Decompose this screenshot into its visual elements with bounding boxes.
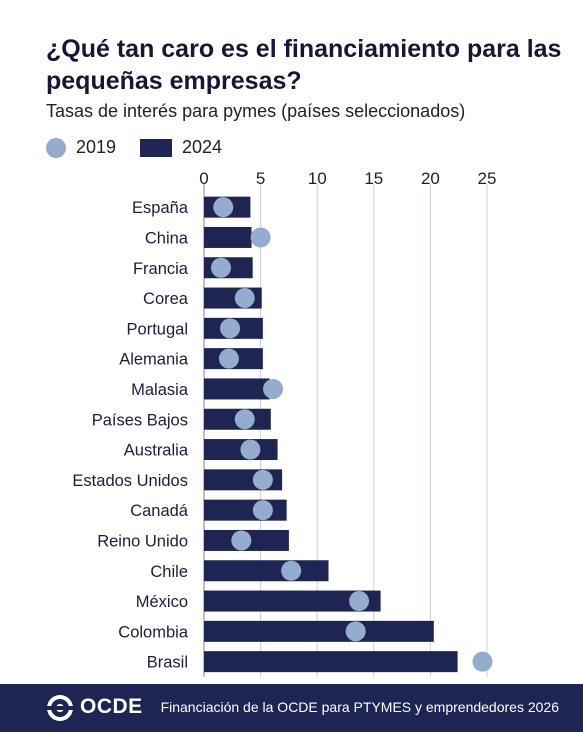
category-label: China bbox=[145, 229, 189, 247]
dot-2019 bbox=[234, 409, 255, 430]
category-label: Países Bajos bbox=[92, 411, 188, 429]
category-label: Alemania bbox=[119, 351, 189, 369]
dot-2019 bbox=[349, 591, 370, 612]
legend-item-2019: 2019 bbox=[46, 137, 116, 158]
dot-2019 bbox=[281, 560, 302, 581]
category-label: España bbox=[132, 199, 189, 217]
category-label: Corea bbox=[143, 290, 189, 308]
x-tick-label: 5 bbox=[256, 169, 265, 188]
x-tick-label: 25 bbox=[478, 169, 497, 188]
bar-chart: 0 5 10 15 20 25 España China Francia Corea Portuga… bbox=[72, 169, 497, 677]
category-label: Francia bbox=[133, 260, 189, 278]
x-tick-label: 20 bbox=[421, 169, 440, 188]
dot-2019 bbox=[210, 257, 231, 278]
x-tick-label: 15 bbox=[364, 169, 383, 188]
legend-dot-2019-icon bbox=[46, 137, 66, 158]
category-label: Portugal bbox=[127, 320, 188, 338]
legend-label-2024: 2024 bbox=[182, 137, 223, 157]
category-label: Chile bbox=[150, 563, 188, 581]
dot-2019 bbox=[472, 651, 493, 672]
category-label: Canadá bbox=[130, 502, 189, 520]
bar-2024 bbox=[204, 378, 270, 400]
category-label: Brasil bbox=[147, 654, 188, 672]
dot-2019 bbox=[231, 530, 252, 551]
dot-2019 bbox=[218, 348, 239, 369]
dot-2019 bbox=[263, 378, 284, 399]
dot-2019 bbox=[252, 500, 273, 521]
bar-2024 bbox=[204, 226, 252, 248]
bar-2024 bbox=[204, 560, 329, 582]
legend-label-2019: 2019 bbox=[76, 137, 117, 157]
chart-subtitle: Tasas de interés para pymes (países sele… bbox=[46, 101, 466, 121]
bar-2024 bbox=[204, 590, 381, 612]
dot-2019 bbox=[252, 469, 273, 490]
x-tick-label: 10 bbox=[308, 169, 327, 188]
category-label: Reino Unido bbox=[97, 532, 188, 550]
dot-2019 bbox=[250, 227, 271, 248]
bar-2024 bbox=[204, 651, 458, 673]
dot-2019 bbox=[213, 197, 234, 218]
chart-title: ¿Qué tan caro es el financiamiento para … bbox=[46, 35, 562, 95]
legend-bar-2024-icon bbox=[140, 138, 172, 157]
oecd-logo-text: OCDE bbox=[80, 695, 143, 718]
footer-credit: Financiación de la OCDE para PTYMES y em… bbox=[160, 699, 559, 715]
legend-item-2024: 2024 bbox=[140, 137, 222, 158]
x-tick-label: 0 bbox=[199, 169, 208, 188]
bar-2024 bbox=[204, 620, 434, 642]
category-label: México bbox=[136, 593, 188, 611]
dot-2019 bbox=[345, 621, 366, 642]
dot-2019 bbox=[234, 288, 255, 309]
footer: OCDE Financiación de la OCDE para PTYMES… bbox=[0, 684, 583, 732]
category-label: Estados Unidos bbox=[72, 472, 188, 490]
bar-2024 bbox=[204, 499, 287, 521]
oecd-logo-icon bbox=[45, 695, 75, 721]
dot-2019 bbox=[240, 439, 261, 460]
category-label: Colombia bbox=[118, 623, 189, 641]
category-label: Australia bbox=[124, 442, 189, 460]
category-label: Malasia bbox=[131, 381, 189, 399]
dot-2019 bbox=[220, 318, 241, 339]
